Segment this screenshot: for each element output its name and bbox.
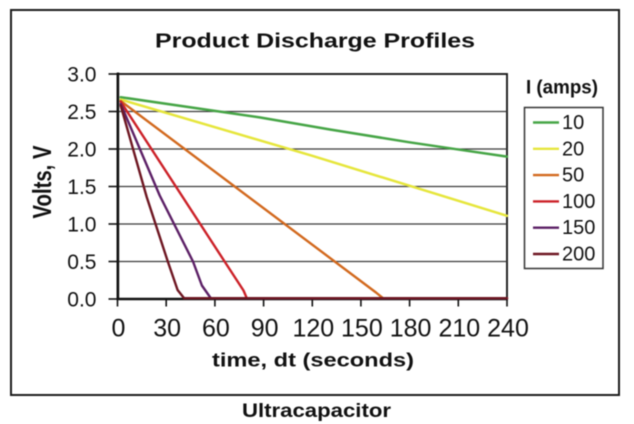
svg-text:180: 180: [390, 315, 432, 343]
svg-text:1.0: 1.0: [67, 213, 96, 236]
svg-text:Product Discharge Profiles: Product Discharge Profiles: [155, 31, 475, 53]
svg-text:2.0: 2.0: [67, 138, 96, 161]
svg-text:time, dt (seconds): time, dt (seconds): [212, 351, 414, 372]
svg-text:120: 120: [292, 315, 334, 343]
svg-text:1.5: 1.5: [67, 176, 96, 199]
svg-text:50: 50: [562, 165, 584, 187]
svg-text:0: 0: [112, 315, 126, 343]
svg-text:Ultracapacitor: Ultracapacitor: [242, 400, 391, 422]
svg-text:240: 240: [487, 315, 529, 343]
svg-text:200: 200: [562, 244, 595, 266]
svg-text:0.5: 0.5: [67, 251, 96, 274]
svg-text:10: 10: [562, 112, 584, 134]
svg-text:30: 30: [153, 315, 181, 343]
svg-text:100: 100: [562, 191, 595, 213]
svg-text:150: 150: [562, 217, 595, 239]
svg-text:60: 60: [202, 315, 230, 343]
svg-text:150: 150: [341, 315, 383, 343]
svg-text:90: 90: [251, 315, 279, 343]
svg-text:2.5: 2.5: [67, 101, 96, 124]
svg-text:20: 20: [562, 138, 584, 160]
svg-text:3.0: 3.0: [67, 63, 96, 86]
svg-text:0.0: 0.0: [67, 288, 96, 311]
svg-text:210: 210: [438, 315, 480, 343]
svg-text:Volts, V: Volts, V: [27, 145, 57, 219]
svg-text:I (amps): I (amps): [526, 78, 598, 99]
